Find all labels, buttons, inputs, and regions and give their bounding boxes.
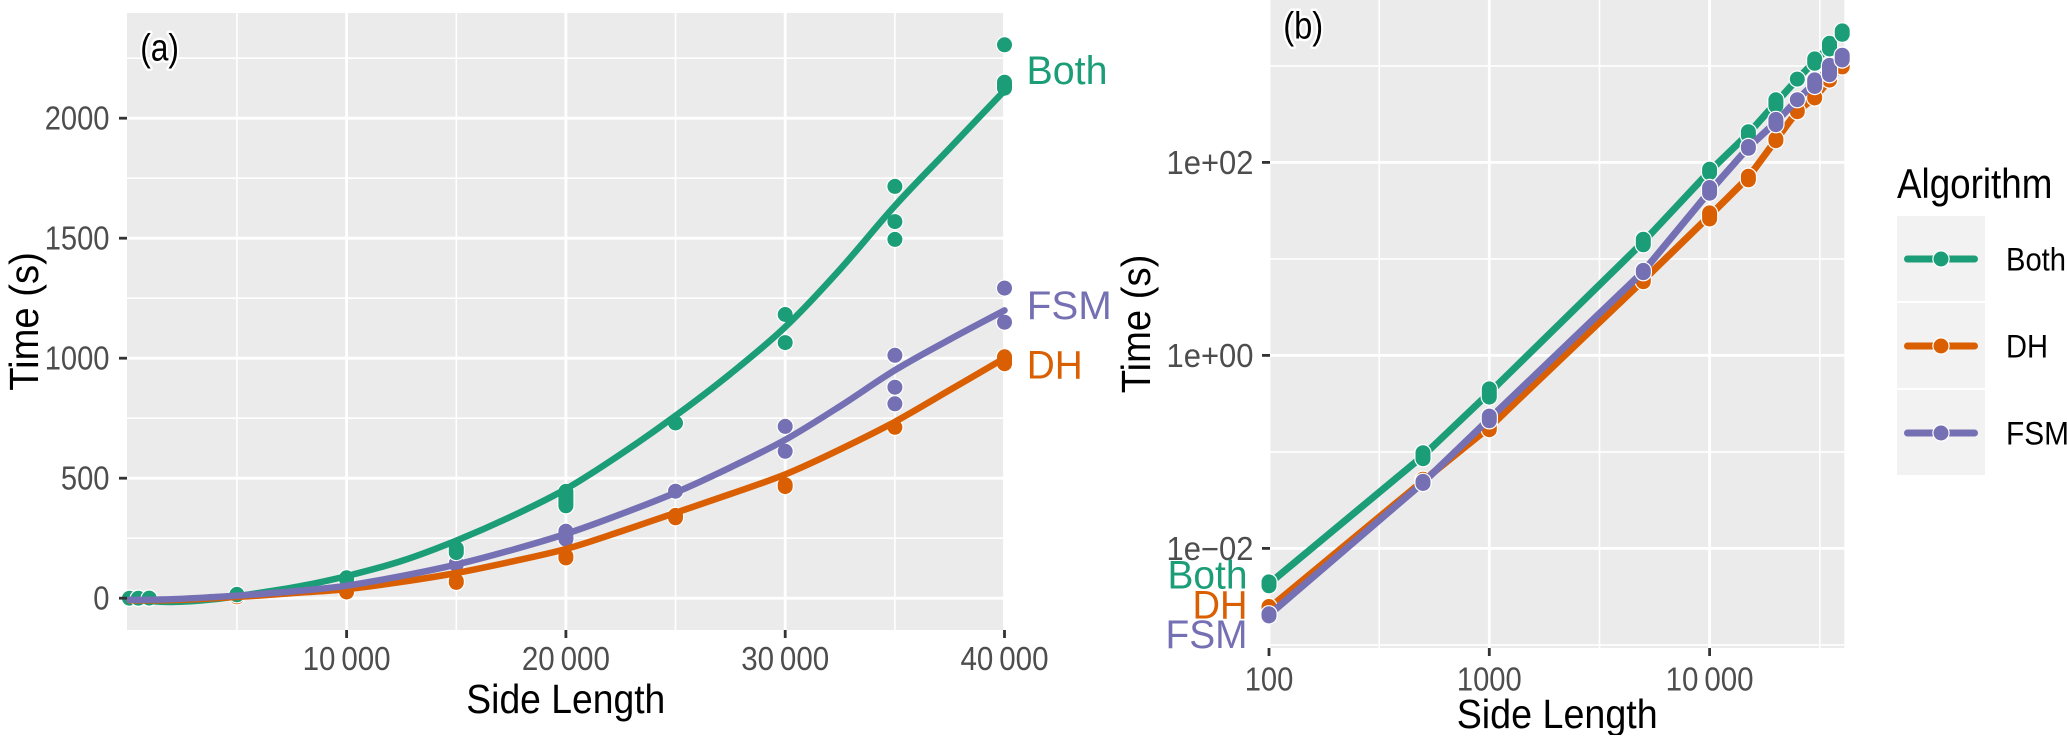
svg-text:FSM: FSM (1166, 613, 1248, 657)
svg-text:DH: DH (1193, 583, 1248, 627)
svg-text:Time (s): Time (s) (1113, 255, 1159, 394)
svg-text:Both: Both (1168, 554, 1248, 598)
svg-text:1e+00: 1e+00 (1167, 337, 1254, 374)
svg-text:500: 500 (61, 460, 110, 497)
svg-text:30 000: 30 000 (741, 640, 829, 677)
svg-text:Time (s): Time (s) (1, 252, 47, 391)
svg-text:1000: 1000 (45, 340, 110, 377)
svg-text:FSM: FSM (1027, 284, 1112, 328)
svg-text:100: 100 (1245, 661, 1294, 698)
svg-text:1500: 1500 (45, 220, 110, 257)
svg-text:0: 0 (93, 580, 109, 617)
svg-text:Side Length: Side Length (1457, 691, 1658, 735)
svg-text:1e−02: 1e−02 (1167, 530, 1254, 567)
svg-text:40 000: 40 000 (961, 640, 1049, 677)
svg-text:10 000: 10 000 (1666, 661, 1754, 698)
svg-text:DH: DH (1027, 344, 1083, 388)
svg-text:2000: 2000 (45, 100, 110, 137)
svg-text:20 000: 20 000 (522, 640, 610, 677)
svg-text:1000: 1000 (1457, 661, 1522, 698)
svg-text:(a): (a) (140, 28, 179, 70)
svg-text:DH: DH (2006, 328, 2048, 364)
svg-text:10 000: 10 000 (303, 640, 391, 677)
svg-text:(b): (b) (1283, 6, 1323, 48)
svg-text:1e+02: 1e+02 (1167, 144, 1254, 181)
svg-text:Algorithm: Algorithm (1897, 160, 2052, 207)
svg-text:FSM: FSM (2006, 415, 2067, 451)
svg-text:Side Length: Side Length (466, 676, 665, 722)
svg-text:Both: Both (2006, 241, 2066, 277)
svg-text:Both: Both (1027, 49, 1108, 93)
